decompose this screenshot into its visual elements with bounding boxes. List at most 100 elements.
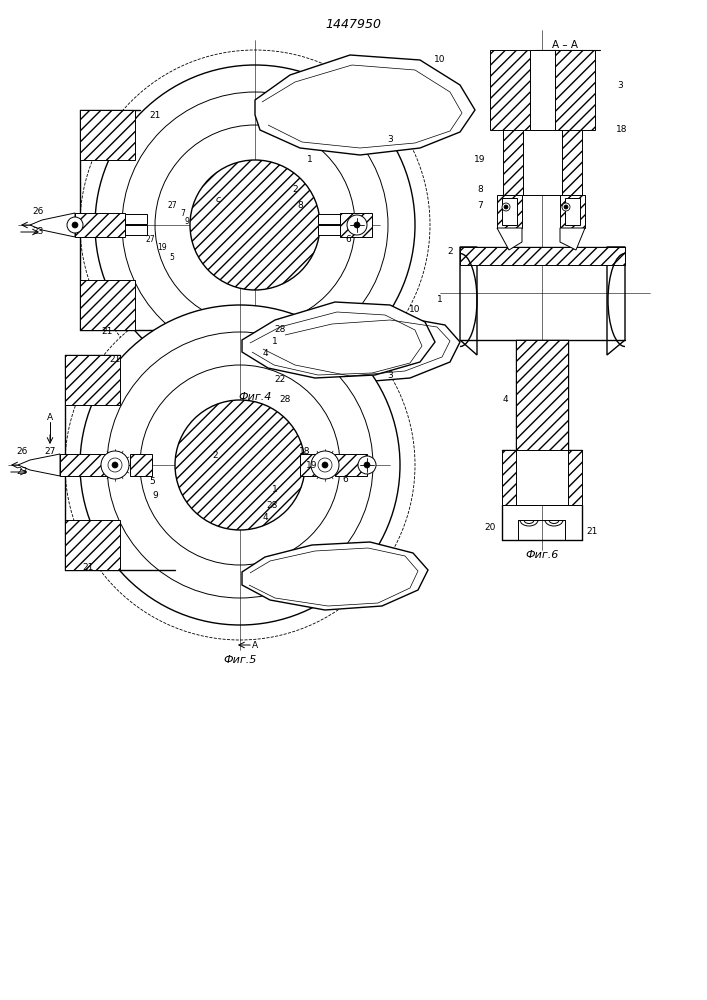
Bar <box>523 130 562 195</box>
Bar <box>502 198 517 225</box>
Text: 23: 23 <box>33 228 44 236</box>
Bar <box>530 50 555 130</box>
Text: 26: 26 <box>33 208 44 217</box>
Text: 4: 4 <box>262 349 268 358</box>
Text: 18: 18 <box>617 125 628 134</box>
Bar <box>516 450 568 505</box>
Text: 22: 22 <box>274 375 286 384</box>
Text: c: c <box>216 196 221 205</box>
Text: 7: 7 <box>180 209 185 218</box>
Text: 1: 1 <box>272 338 278 347</box>
Text: 8: 8 <box>477 186 483 194</box>
Text: 26: 26 <box>16 448 28 456</box>
Text: 1: 1 <box>307 155 313 164</box>
Text: 28: 28 <box>279 395 291 404</box>
Text: 23: 23 <box>16 468 28 477</box>
Text: 10: 10 <box>409 306 421 314</box>
Text: 6: 6 <box>342 476 348 485</box>
Circle shape <box>95 65 415 385</box>
Bar <box>340 213 372 237</box>
Text: 1447950: 1447950 <box>325 18 381 31</box>
Circle shape <box>364 462 370 468</box>
Bar <box>318 214 340 224</box>
Text: 2: 2 <box>292 186 298 194</box>
Polygon shape <box>255 315 460 383</box>
Polygon shape <box>460 247 477 355</box>
Text: 21: 21 <box>149 110 160 119</box>
Circle shape <box>72 222 78 228</box>
Bar <box>65 355 120 405</box>
Bar <box>516 340 568 450</box>
Bar <box>80 280 135 330</box>
Circle shape <box>175 400 305 530</box>
Polygon shape <box>242 302 435 378</box>
Bar <box>318 225 340 235</box>
Circle shape <box>502 203 510 211</box>
Circle shape <box>80 305 400 625</box>
Circle shape <box>562 203 570 211</box>
Circle shape <box>80 50 430 400</box>
Bar <box>60 454 110 476</box>
Bar <box>335 454 367 476</box>
Bar <box>502 450 582 505</box>
Text: 10: 10 <box>434 55 445 64</box>
Circle shape <box>354 222 360 228</box>
Bar <box>65 520 120 570</box>
Bar <box>503 130 523 195</box>
Text: 1: 1 <box>272 486 278 494</box>
Circle shape <box>108 458 122 472</box>
Bar <box>555 50 595 130</box>
Polygon shape <box>560 228 585 250</box>
Text: Фиг.6: Фиг.6 <box>525 550 559 560</box>
Text: 19: 19 <box>306 460 317 470</box>
Bar <box>125 225 147 235</box>
Polygon shape <box>18 454 60 476</box>
Text: 4: 4 <box>502 395 508 404</box>
Circle shape <box>107 332 373 598</box>
Text: 3: 3 <box>617 81 623 90</box>
Text: 5: 5 <box>149 478 155 487</box>
Text: 3: 3 <box>387 370 393 379</box>
Polygon shape <box>30 213 75 237</box>
Circle shape <box>140 365 340 565</box>
Text: 8: 8 <box>297 200 303 210</box>
Text: 21: 21 <box>110 356 121 364</box>
Bar <box>80 110 135 160</box>
Text: 1: 1 <box>437 296 443 304</box>
Polygon shape <box>255 55 475 155</box>
Text: Фиг.5: Фиг.5 <box>223 655 257 665</box>
Text: 4: 4 <box>262 512 268 522</box>
Text: 21: 21 <box>586 528 597 536</box>
Text: 19: 19 <box>157 243 167 252</box>
Bar <box>497 195 522 228</box>
Circle shape <box>504 205 508 209</box>
Polygon shape <box>242 542 428 610</box>
Circle shape <box>564 205 568 209</box>
Bar <box>565 198 580 225</box>
Polygon shape <box>607 247 625 355</box>
Bar <box>562 130 582 195</box>
Text: Фиг.4: Фиг.4 <box>238 392 271 402</box>
Circle shape <box>318 458 332 472</box>
Text: 3: 3 <box>387 135 393 144</box>
Circle shape <box>155 125 355 325</box>
Bar <box>125 214 147 224</box>
Text: 27: 27 <box>145 235 155 244</box>
Circle shape <box>112 462 118 468</box>
Bar <box>460 247 625 265</box>
Bar <box>490 50 530 130</box>
Bar <box>300 454 322 476</box>
Text: 7: 7 <box>477 200 483 210</box>
Polygon shape <box>497 228 522 250</box>
Bar <box>560 195 585 228</box>
Text: 20: 20 <box>484 522 496 532</box>
Circle shape <box>67 217 83 233</box>
Text: 27: 27 <box>45 448 56 456</box>
Text: 5: 5 <box>170 252 175 261</box>
Text: 18: 18 <box>299 448 311 456</box>
Text: 28: 28 <box>267 500 278 510</box>
Circle shape <box>311 451 339 479</box>
Text: 2: 2 <box>212 450 218 460</box>
Text: 21: 21 <box>82 564 94 572</box>
Text: A: A <box>47 412 53 422</box>
